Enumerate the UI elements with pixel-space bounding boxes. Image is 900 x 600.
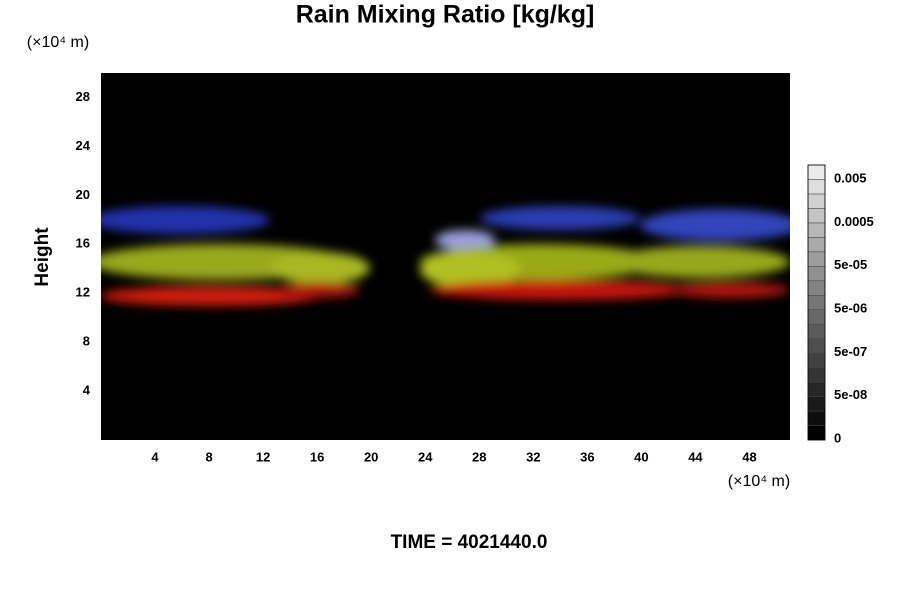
- colorbar-step: [807, 179, 826, 195]
- colorbar-step: [807, 222, 826, 238]
- colorbar-step: [807, 251, 826, 267]
- colorbar-step: [807, 396, 826, 412]
- colorbar-tick-label: 0.005: [834, 171, 867, 186]
- x-tick-label: 12: [256, 449, 270, 464]
- colorbar-step: [807, 295, 826, 310]
- y-tick-label: 12: [76, 285, 90, 300]
- colorbar-step: [807, 323, 826, 339]
- x-tick-label: 20: [364, 449, 378, 464]
- y-axis-label: Height: [32, 227, 53, 287]
- x-unit: (×10⁴ m): [728, 473, 790, 490]
- colorbar-step: [807, 352, 826, 368]
- x-tick-label: 48: [742, 449, 756, 464]
- colorbar-step: [807, 381, 826, 397]
- y-unit: (×10⁴ m): [27, 34, 89, 51]
- colorbar-step: [807, 266, 826, 282]
- colorbar-step: [807, 237, 826, 253]
- colorbar-tick-label: 0: [834, 430, 841, 445]
- x-tick-label: 24: [418, 449, 433, 464]
- y-tick-label: 16: [76, 236, 90, 251]
- x-tick-label: 44: [688, 449, 703, 464]
- colorbar-step: [807, 208, 826, 224]
- colorbar-tick-label: 5e-08: [834, 387, 867, 402]
- colorbar-step: [807, 425, 826, 441]
- x-tick-label: 36: [580, 449, 594, 464]
- y-tick-label: 24: [76, 138, 91, 153]
- y-tick-label: 4: [83, 383, 91, 398]
- colorbar-frame: [807, 164, 826, 441]
- x-tick-label: 16: [310, 449, 324, 464]
- y-tick-label: 20: [76, 187, 90, 202]
- colorbar-step: [807, 309, 826, 325]
- x-tick-label: 28: [472, 449, 486, 464]
- colorbar-tick-label: 5e-07: [834, 344, 867, 359]
- x-tick-label: 4: [151, 449, 159, 464]
- y-tick-label: 28: [76, 89, 90, 104]
- x-tick-label: 32: [526, 449, 540, 464]
- colorbar-tick-label: 0.0005: [834, 214, 874, 229]
- colorbar-step: [807, 367, 826, 383]
- colorbar: 0 5e-08 5e-07 5e-06 5e-05 0.0005 0.005: [807, 164, 874, 445]
- colorbar-step: [807, 280, 826, 296]
- colorbar-step: [807, 410, 826, 426]
- rendered-volume: [101, 206, 790, 306]
- x-tick-label: 40: [634, 449, 648, 464]
- colorbar-step: [807, 164, 826, 180]
- colorbar-tick-label: 5e-05: [834, 257, 867, 272]
- x-tick-label: 8: [205, 449, 212, 464]
- y-tick-label: 8: [83, 334, 90, 349]
- colorbar-step: [807, 338, 826, 354]
- colorbar-tick-label: 5e-06: [834, 301, 867, 316]
- colorbar-step: [807, 193, 826, 209]
- chart-title: Rain Mixing Ratio [kg/kg]: [296, 1, 595, 29]
- time-label: TIME = 4021440.0: [391, 532, 548, 553]
